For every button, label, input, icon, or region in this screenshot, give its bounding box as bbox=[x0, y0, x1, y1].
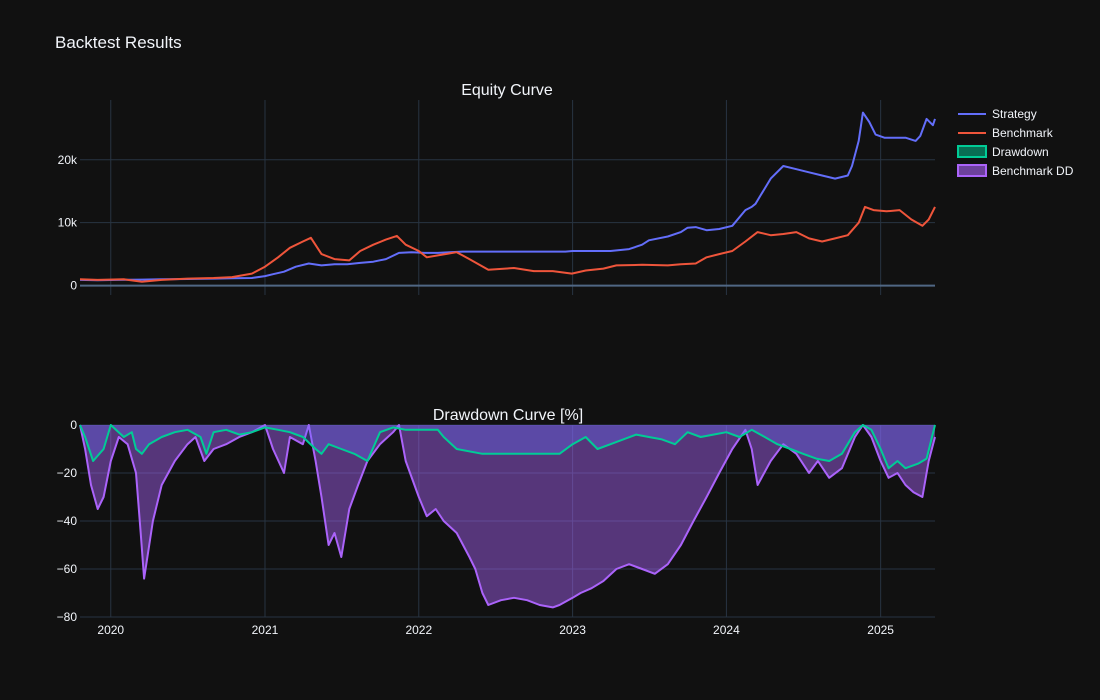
strategy-line bbox=[79, 111, 936, 282]
benchmark-line bbox=[79, 205, 936, 283]
equity-curve-title: Equity Curve bbox=[461, 82, 553, 99]
legend-label-benchmark: Benchmark bbox=[992, 126, 1054, 140]
legend-swatch-drawdown bbox=[957, 145, 987, 158]
legend-item-benchmark-dd[interactable]: Benchmark DD bbox=[957, 164, 1074, 178]
equity-gridlines bbox=[80, 100, 935, 295]
drawdown-line bbox=[79, 424, 936, 470]
drawdown-axes: 0 −20 −40 −60 −80 2020 2021 2022 2023 2024 2025 bbox=[57, 418, 895, 637]
x-tick-label-2021: 2021 bbox=[252, 623, 279, 637]
legend-label-benchmark-dd: Benchmark DD bbox=[992, 164, 1074, 178]
legend-item-strategy[interactable]: Strategy bbox=[958, 107, 1037, 121]
equity-y-tick-label: 0 bbox=[70, 279, 77, 293]
legend[interactable]: Strategy Benchmark Drawdown Benchmark DD bbox=[957, 107, 1074, 178]
drawdown-y-tick-label: −80 bbox=[57, 610, 78, 624]
drawdown-y-tick-label: 0 bbox=[70, 418, 77, 432]
x-tick-label-2020: 2020 bbox=[97, 623, 124, 637]
x-tick-label-2025: 2025 bbox=[867, 623, 894, 637]
drawdown-gridlines bbox=[80, 424, 935, 618]
legend-label-strategy: Strategy bbox=[992, 107, 1037, 121]
equity-y-axis: 0 10k 20k bbox=[58, 153, 78, 293]
legend-item-benchmark[interactable]: Benchmark bbox=[958, 126, 1054, 140]
equity-y-tick-label: 10k bbox=[58, 216, 78, 230]
legend-label-drawdown: Drawdown bbox=[992, 145, 1049, 159]
x-tick-label-2022: 2022 bbox=[405, 623, 432, 637]
drawdown-area bbox=[80, 425, 935, 469]
legend-swatch-benchmark-dd bbox=[957, 164, 987, 177]
equity-y-tick-label: 20k bbox=[58, 153, 78, 167]
drawdown-curve-title: Drawdown Curve [%] bbox=[433, 407, 583, 424]
drawdown-y-tick-label: −40 bbox=[57, 514, 78, 528]
benchmark-dd-line bbox=[79, 424, 936, 609]
drawdown-plot-area bbox=[79, 424, 936, 609]
x-tick-label-2023: 2023 bbox=[559, 623, 586, 637]
legend-item-drawdown[interactable]: Drawdown bbox=[957, 145, 1049, 159]
drawdown-y-tick-label: −20 bbox=[57, 466, 78, 480]
benchmark-dd-area bbox=[80, 425, 935, 608]
equity-plot-area bbox=[79, 111, 936, 283]
page-title: Backtest Results bbox=[55, 33, 182, 52]
drawdown-y-tick-label: −60 bbox=[57, 562, 78, 576]
x-tick-label-2024: 2024 bbox=[713, 623, 740, 637]
